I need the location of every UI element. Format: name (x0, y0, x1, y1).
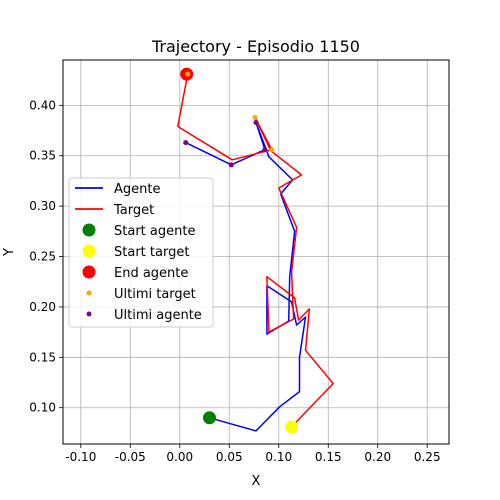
x-tick-label: 0.15 (315, 450, 342, 464)
legend-label-end-agente: End agente (114, 266, 188, 281)
marker-ultimi-agente (183, 140, 189, 146)
legend-swatch-start-target (82, 244, 96, 258)
y-tick-label: 0.15 (29, 350, 56, 364)
axis-ticks: -0.10 -0.05 0.00 0.05 0.10 0.15 0.20 0.25 0.10 0.… (29, 98, 440, 464)
plot-frame (62, 59, 450, 445)
x-tick-label: -0.05 (115, 450, 146, 464)
chart-title: Trajectory - Episodio 1150 (151, 37, 360, 56)
marker-start-agente (202, 411, 216, 425)
legend-swatch-start-agente (82, 223, 96, 237)
marker-ultimi-agente (228, 162, 234, 168)
y-tick-label: 0.35 (29, 149, 56, 163)
legend-label-start-target: Start target (114, 245, 189, 260)
marker-ultimi-target (269, 147, 275, 153)
x-tick-label: 0.00 (166, 450, 193, 464)
y-tick-label: 0.20 (29, 300, 56, 314)
x-tick-label: 0.05 (216, 450, 243, 464)
x-tick-label: 0.10 (265, 450, 292, 464)
x-tick-label: 0.20 (364, 450, 391, 464)
y-tick-label: 0.25 (29, 250, 56, 264)
marker-ultimi-target (252, 114, 258, 120)
legend-swatch-ultimi-target (86, 290, 92, 296)
marker-ultimi-agente (253, 119, 259, 125)
legend: Agente Target Start agente Start target End … (68, 177, 214, 328)
marker-ultimi-target (185, 71, 191, 77)
y-axis-label: Y (2, 248, 17, 257)
legend-box (68, 177, 214, 328)
y-tick-label: 0.40 (29, 98, 56, 112)
legend-label-target: Target (113, 203, 154, 218)
marker-start-target (285, 420, 299, 434)
marker-layer (180, 67, 299, 434)
x-tick-label: 0.25 (414, 450, 441, 464)
legend-label-agente: Agente (114, 182, 160, 197)
legend-swatch-end-agente (82, 265, 96, 279)
legend-label-ultimi-agente: Ultimi agente (114, 308, 202, 323)
legend-swatch-ultimi-agente (86, 311, 92, 317)
x-tick-label: -0.10 (65, 450, 96, 464)
y-tick-label: 0.10 (29, 401, 56, 415)
grid (63, 60, 449, 444)
marker-ultimi-agente (262, 147, 268, 153)
x-axis-label: X (252, 474, 261, 489)
legend-label-start-agente: Start agente (114, 224, 195, 239)
y-tick-label: 0.30 (29, 199, 56, 213)
legend-label-ultimi-target: Ultimi target (114, 287, 196, 302)
